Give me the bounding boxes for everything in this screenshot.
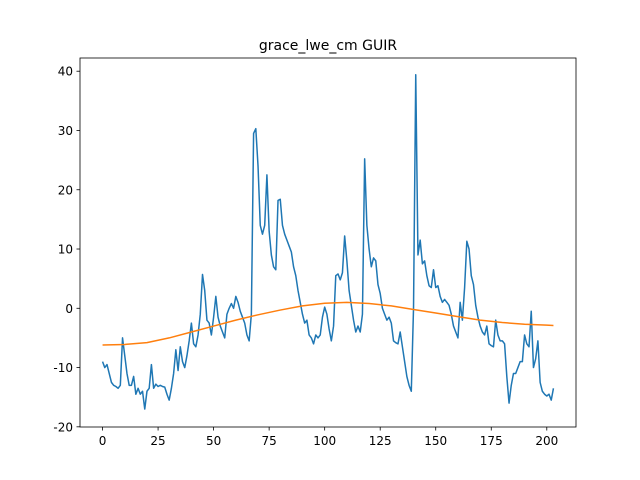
x-tick-label: 175	[480, 434, 503, 448]
x-tick-label: 25	[150, 434, 165, 448]
line-series	[101, 74, 555, 410]
x-tick-label: 150	[424, 434, 447, 448]
chart-title: grace_lwe_cm GUIR	[259, 38, 397, 54]
x-tick-label: 50	[206, 434, 221, 448]
x-tick-label: 75	[261, 434, 276, 448]
plot-frame	[79, 57, 577, 428]
x-tick-label: 100	[313, 434, 336, 448]
y-tick-label: 40	[58, 65, 73, 79]
y-tick-label: 10	[58, 243, 73, 257]
x-tick-label: 0	[99, 434, 107, 448]
x-tick-label: 200	[535, 434, 558, 448]
y-tick-label: -20	[53, 420, 73, 434]
y-tick-label: -10	[53, 361, 73, 375]
y-tick-label: 0	[65, 302, 73, 316]
y-tick-label: 20	[58, 183, 73, 197]
y-tick-label: 30	[58, 124, 73, 138]
x-tick-label: 125	[369, 434, 392, 448]
line-series	[102, 301, 554, 346]
